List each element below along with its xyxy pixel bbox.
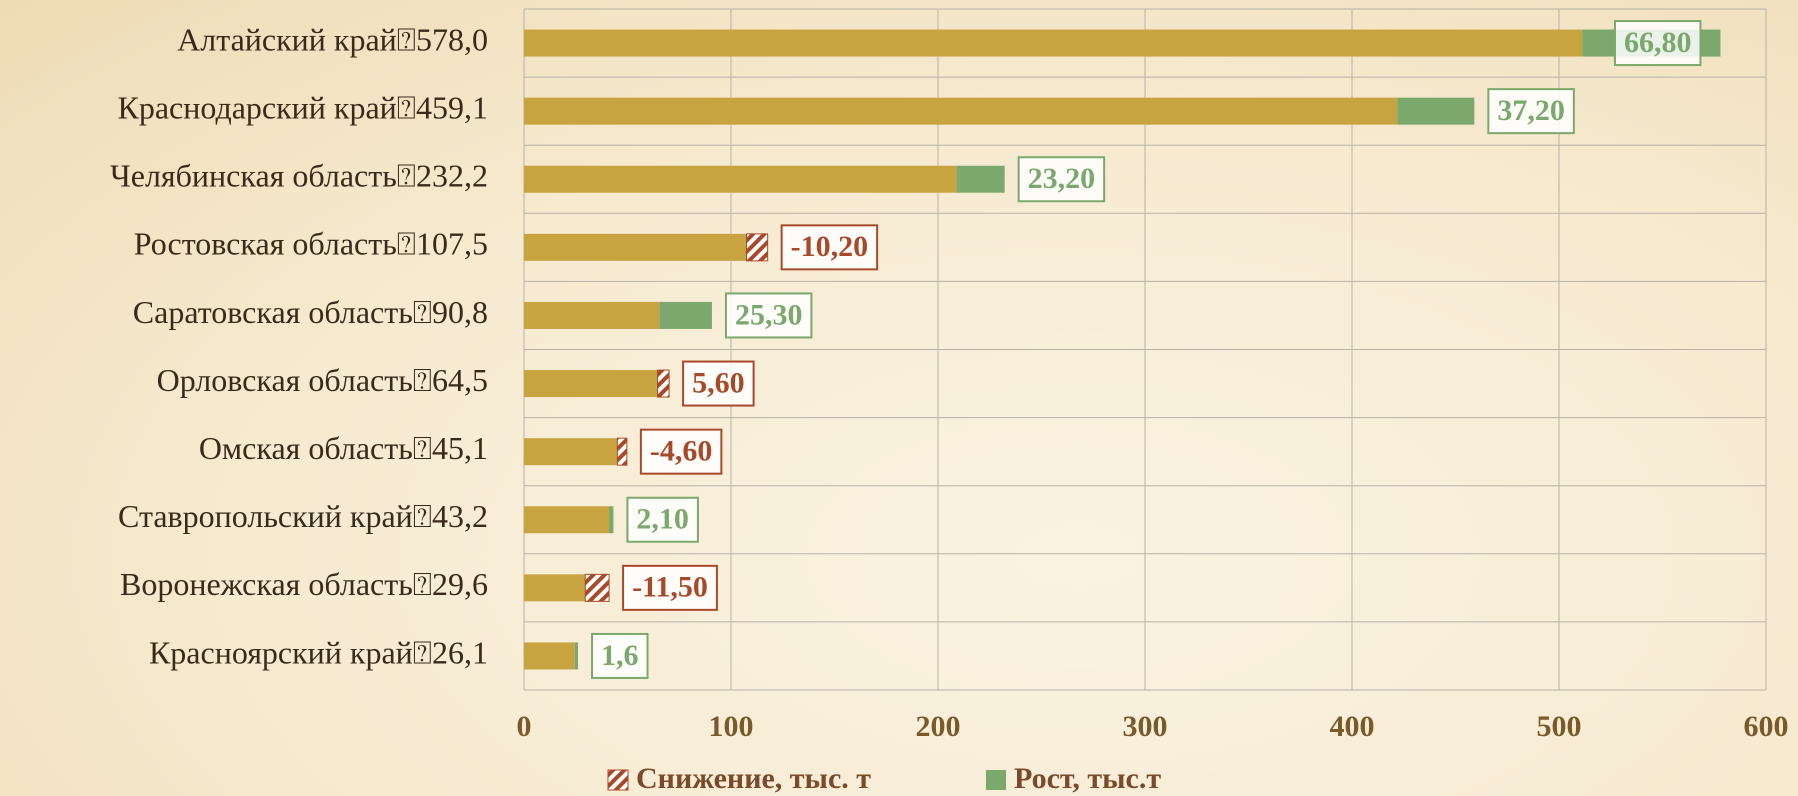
bar-segment bbox=[524, 642, 575, 669]
data-label-text: 1,6 bbox=[601, 639, 639, 672]
category-label: Омская область⍰45,1 bbox=[199, 430, 488, 466]
legend-label: Рост, тыс.т bbox=[1014, 762, 1161, 795]
bar-segment bbox=[524, 234, 747, 261]
bar-segment bbox=[585, 574, 609, 601]
bar-segment bbox=[1397, 98, 1474, 125]
chart: 0 100 200 300 400 500 600 Алтайский край⍰578,0 6… bbox=[0, 0, 1798, 796]
bar-segment bbox=[609, 506, 613, 533]
bar-segment bbox=[747, 234, 768, 261]
bar-segment bbox=[524, 574, 585, 601]
legend-swatch bbox=[986, 770, 1006, 790]
x-tick-label: 0 bbox=[517, 710, 532, 743]
data-label-text: -4,60 bbox=[650, 435, 713, 468]
bar-segment bbox=[524, 438, 617, 465]
category-label: Орловская область⍰64,5 bbox=[157, 362, 488, 398]
x-tick-label: 500 bbox=[1537, 710, 1582, 743]
category-label: Алтайский край⍰578,0 bbox=[177, 21, 488, 57]
data-label: -11,50 bbox=[623, 566, 717, 610]
bar-segment bbox=[660, 302, 712, 329]
data-label-text: 2,10 bbox=[636, 503, 689, 536]
data-label: -4,60 bbox=[641, 430, 722, 474]
bar-segment bbox=[957, 166, 1005, 193]
data-label: 37,20 bbox=[1488, 89, 1574, 133]
data-label-text: 5,60 bbox=[692, 366, 745, 399]
x-tick-label: 300 bbox=[1123, 710, 1168, 743]
data-label-text: 66,80 bbox=[1624, 26, 1692, 59]
data-label-text: 23,20 bbox=[1028, 162, 1096, 195]
legend-label: Снижение, тыс. т bbox=[636, 762, 871, 795]
category-label: Ставропольский край⍰43,2 bbox=[118, 498, 488, 534]
bar-segment bbox=[524, 98, 1397, 125]
data-label-text: -10,20 bbox=[791, 230, 869, 263]
data-label: -10,20 bbox=[782, 225, 878, 269]
category-label: Воронежская область⍰29,6 bbox=[120, 566, 488, 602]
category-label: Саратовская область⍰90,8 bbox=[133, 294, 488, 330]
category-label: Краснодарский край⍰459,1 bbox=[117, 89, 488, 125]
x-tick-label: 400 bbox=[1330, 710, 1375, 743]
bar-segment bbox=[524, 370, 658, 397]
data-label: 23,20 bbox=[1019, 157, 1105, 201]
data-label: 2,10 bbox=[627, 498, 698, 542]
bar-segment bbox=[575, 642, 578, 669]
legend-swatch bbox=[608, 770, 628, 790]
x-tick-label: 600 bbox=[1744, 710, 1789, 743]
category-label: Красноярский край⍰26,1 bbox=[149, 634, 488, 670]
data-label: 1,6 bbox=[592, 634, 648, 678]
x-tick-label: 100 bbox=[709, 710, 754, 743]
data-label: 5,60 bbox=[683, 362, 754, 406]
bar-segment bbox=[524, 302, 660, 329]
bar-segment bbox=[658, 370, 670, 397]
category-label: Челябинская область⍰232,2 bbox=[110, 158, 488, 194]
x-tick-label: 200 bbox=[916, 710, 961, 743]
data-label: 25,30 bbox=[726, 293, 812, 337]
data-label: 66,80 bbox=[1615, 21, 1701, 65]
category-label: Ростовская область⍰107,5 bbox=[134, 226, 488, 262]
bar-segment bbox=[524, 166, 957, 193]
page: 0 100 200 300 400 500 600 Алтайский край⍰578,0 6… bbox=[0, 0, 1798, 796]
data-label-text: 37,20 bbox=[1497, 94, 1565, 127]
bar-segment bbox=[524, 506, 609, 533]
bar-segment bbox=[617, 438, 627, 465]
data-label-text: 25,30 bbox=[735, 298, 803, 331]
bar-segment bbox=[524, 30, 1582, 57]
data-label-text: -11,50 bbox=[632, 571, 708, 604]
